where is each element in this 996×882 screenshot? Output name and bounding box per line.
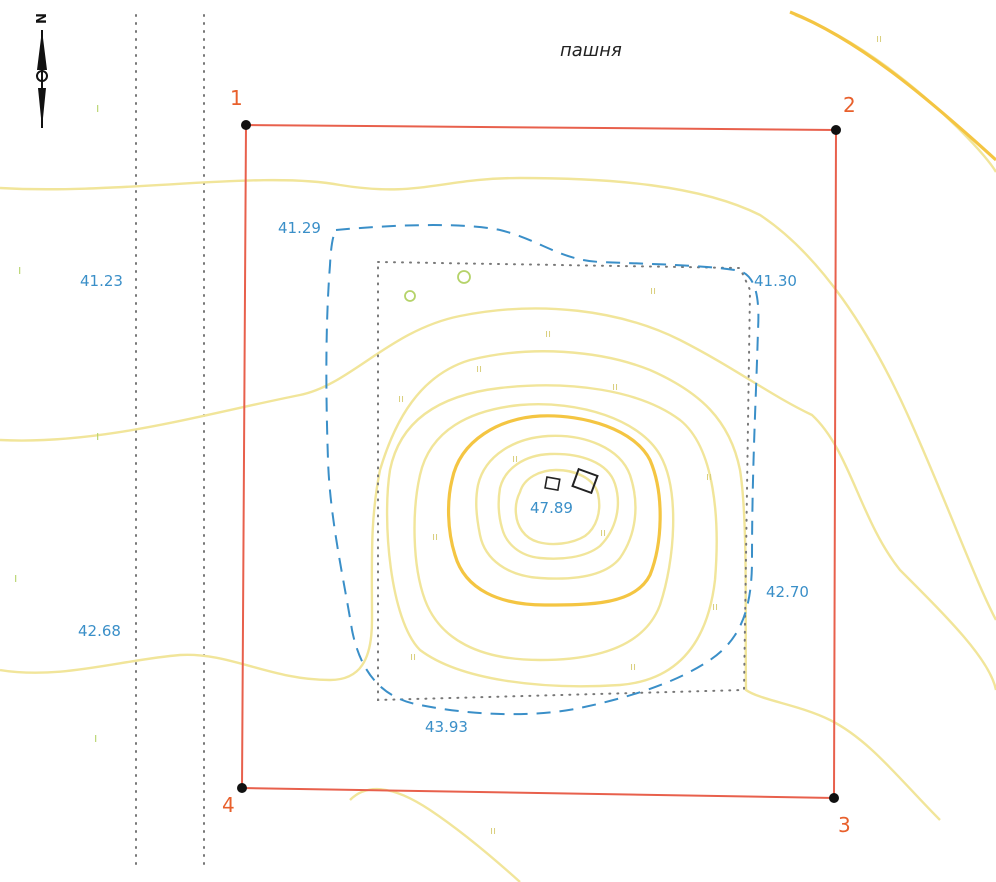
contour-index-line [446,414,662,607]
corner-label-1: 1 [230,86,243,110]
tree-symbol [404,290,416,302]
north-letter: N [32,13,47,24]
corner-label-2: 2 [843,93,856,117]
meadow-mark: ıı [512,452,518,465]
meadow-mark: ıı [712,600,718,613]
elevation-label-43-93: 43.93 [425,718,468,736]
meadow-mark: ıı [398,392,404,405]
contour-line [794,13,996,173]
meadow-mark: ıı [650,284,656,297]
north-arrow-icon: N [32,13,48,128]
contour-line [789,10,996,162]
elevation-label-47-89: 47.89 [530,499,573,517]
elevation-label-42-68: 42.68 [78,622,121,640]
meadow-mark: ıı [490,824,496,837]
vegetation-mark: ı [14,571,17,585]
contour-line [514,468,601,546]
corner-point-1 [241,120,251,130]
meadow-mark: ıı [545,327,551,340]
meadow-mark: ıı [630,660,636,673]
corner-point-3 [829,793,839,803]
contour-line [475,434,637,580]
parcel-boundary [240,123,838,800]
meadow-mark: ıı [410,650,416,663]
contour-lines [0,10,996,882]
contour-line [413,403,675,662]
elevation-label-41-29: 41.29 [278,219,321,237]
corner-point-4 [237,783,247,793]
meadow-mark: ıı [476,362,482,375]
corner-label-3: 3 [838,813,851,837]
corner-point-2 [831,125,841,135]
land-use-label: пашня [560,40,622,61]
contour-line [385,384,718,688]
building-small [544,476,561,492]
vegetation-mark: ı [96,101,99,115]
site-dotted-outline [377,260,752,702]
contour-line [0,176,996,621]
vegetation-marks: ı ı ı ı ı ıı ıı ıı ıı ıı ıı ıı ıı ıı ıı … [14,32,882,837]
meadow-mark: ıı [600,526,606,539]
vegetation-mark: ı [94,731,97,745]
corner-label-4: 4 [222,793,235,817]
dashed-zone-outline [325,224,760,716]
vegetation-mark: ı [18,263,21,277]
building-large [571,467,599,495]
tree-symbol [457,270,471,284]
contour-line [0,350,941,821]
elevation-label-42-70: 42.70 [766,583,809,601]
elevation-label-41-23: 41.23 [80,272,123,290]
contour-line [0,307,996,691]
meadow-mark: ıı [876,32,882,45]
meadow-mark: ıı [612,380,618,393]
elevation-label-41-30: 41.30 [754,272,797,290]
meadow-mark: ıı [432,530,438,543]
vegetation-mark: ı [96,429,99,443]
contour-line [497,452,619,560]
meadow-mark: ıı [706,470,712,483]
